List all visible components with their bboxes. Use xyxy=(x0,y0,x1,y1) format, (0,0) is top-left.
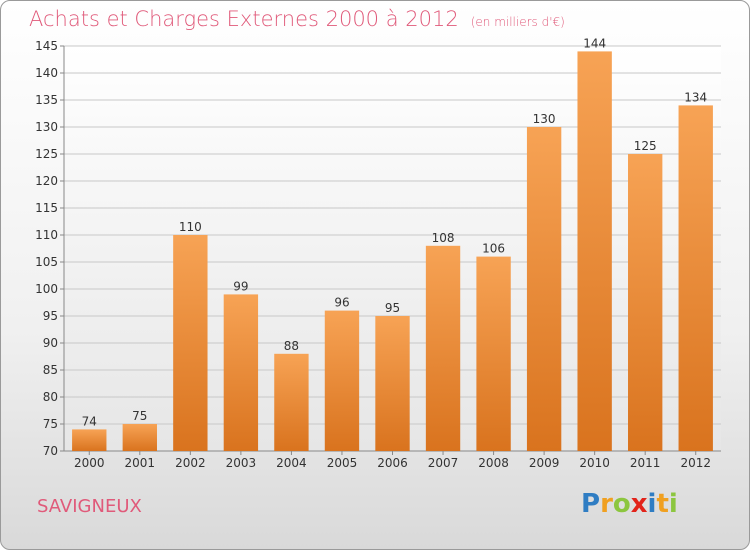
y-tick-label: 140 xyxy=(35,66,58,80)
y-tick-label: 85 xyxy=(43,363,58,377)
bar-value-label: 130 xyxy=(533,112,556,126)
bar-value-label: 75 xyxy=(132,409,147,423)
bar xyxy=(375,316,410,451)
y-tick-label: 120 xyxy=(35,174,58,188)
y-tick-label: 100 xyxy=(35,282,58,296)
x-tick-label: 2001 xyxy=(125,456,156,470)
x-tick-label: 2010 xyxy=(579,456,610,470)
logo-letter: t xyxy=(656,489,669,519)
y-tick-label: 130 xyxy=(35,120,58,134)
logo-letter: x xyxy=(630,489,648,519)
bar xyxy=(678,105,713,452)
y-tick-label: 125 xyxy=(35,147,58,161)
logo-letter: i xyxy=(668,489,678,519)
bar xyxy=(425,245,461,451)
x-tick-label: 2008 xyxy=(478,456,509,470)
bar xyxy=(628,154,663,451)
bar-value-label: 88 xyxy=(284,339,299,353)
bar-value-label: 74 xyxy=(82,414,97,428)
x-tick-label: 2009 xyxy=(529,456,560,470)
y-tick-label: 90 xyxy=(43,336,58,350)
y-tick-label: 145 xyxy=(35,39,58,53)
x-tick-label: 2012 xyxy=(680,456,711,470)
chart-title: Achats et Charges Externes 2000 à 2012 (e… xyxy=(29,7,565,31)
y-tick-label: 80 xyxy=(43,390,58,404)
y-tick-label: 135 xyxy=(35,93,58,107)
bar-value-label: 106 xyxy=(482,242,505,256)
bar-value-label: 144 xyxy=(583,36,606,50)
bar xyxy=(324,310,360,451)
x-tick-label: 2000 xyxy=(74,456,105,470)
title-text: Achats et Charges Externes 2000 à 2012 xyxy=(29,7,459,31)
y-tick-label: 105 xyxy=(35,255,58,269)
bar xyxy=(476,256,511,451)
bar-value-label: 99 xyxy=(233,279,248,293)
bar-value-label: 125 xyxy=(634,139,657,153)
bar xyxy=(223,294,259,451)
bar-value-label: 95 xyxy=(385,301,400,315)
y-tick-label: 115 xyxy=(35,201,58,215)
proxiti-logo[interactable]: Proxiti xyxy=(581,489,678,519)
commune-name: SAVIGNEUX xyxy=(37,496,142,517)
bar-value-label: 134 xyxy=(684,90,707,104)
logo-letter: P xyxy=(581,489,601,519)
x-tick-label: 2007 xyxy=(428,456,459,470)
bar xyxy=(173,235,208,451)
bar-value-label: 110 xyxy=(179,220,202,234)
y-tick-label: 75 xyxy=(43,417,58,431)
bar xyxy=(72,429,107,451)
x-tick-label: 2011 xyxy=(630,456,661,470)
logo-letter: i xyxy=(647,489,657,519)
bar xyxy=(122,424,157,451)
y-tick-label: 95 xyxy=(43,309,58,323)
x-tick-label: 2006 xyxy=(377,456,408,470)
bar xyxy=(526,127,562,451)
logo-letter: o xyxy=(612,489,631,519)
chart-subtitle: (en milliers d'€) xyxy=(470,15,565,29)
logo-letter: r xyxy=(600,489,613,519)
bar-value-label: 108 xyxy=(432,231,455,245)
x-tick-label: 2005 xyxy=(327,456,358,470)
x-tick-label: 2003 xyxy=(226,456,257,470)
x-tick-label: 2004 xyxy=(276,456,307,470)
x-tick-label: 2002 xyxy=(175,456,206,470)
y-tick-label: 70 xyxy=(43,444,58,458)
bar xyxy=(274,353,309,451)
y-tick-label: 110 xyxy=(35,228,58,242)
bar xyxy=(577,51,612,452)
bar-value-label: 96 xyxy=(334,296,349,310)
